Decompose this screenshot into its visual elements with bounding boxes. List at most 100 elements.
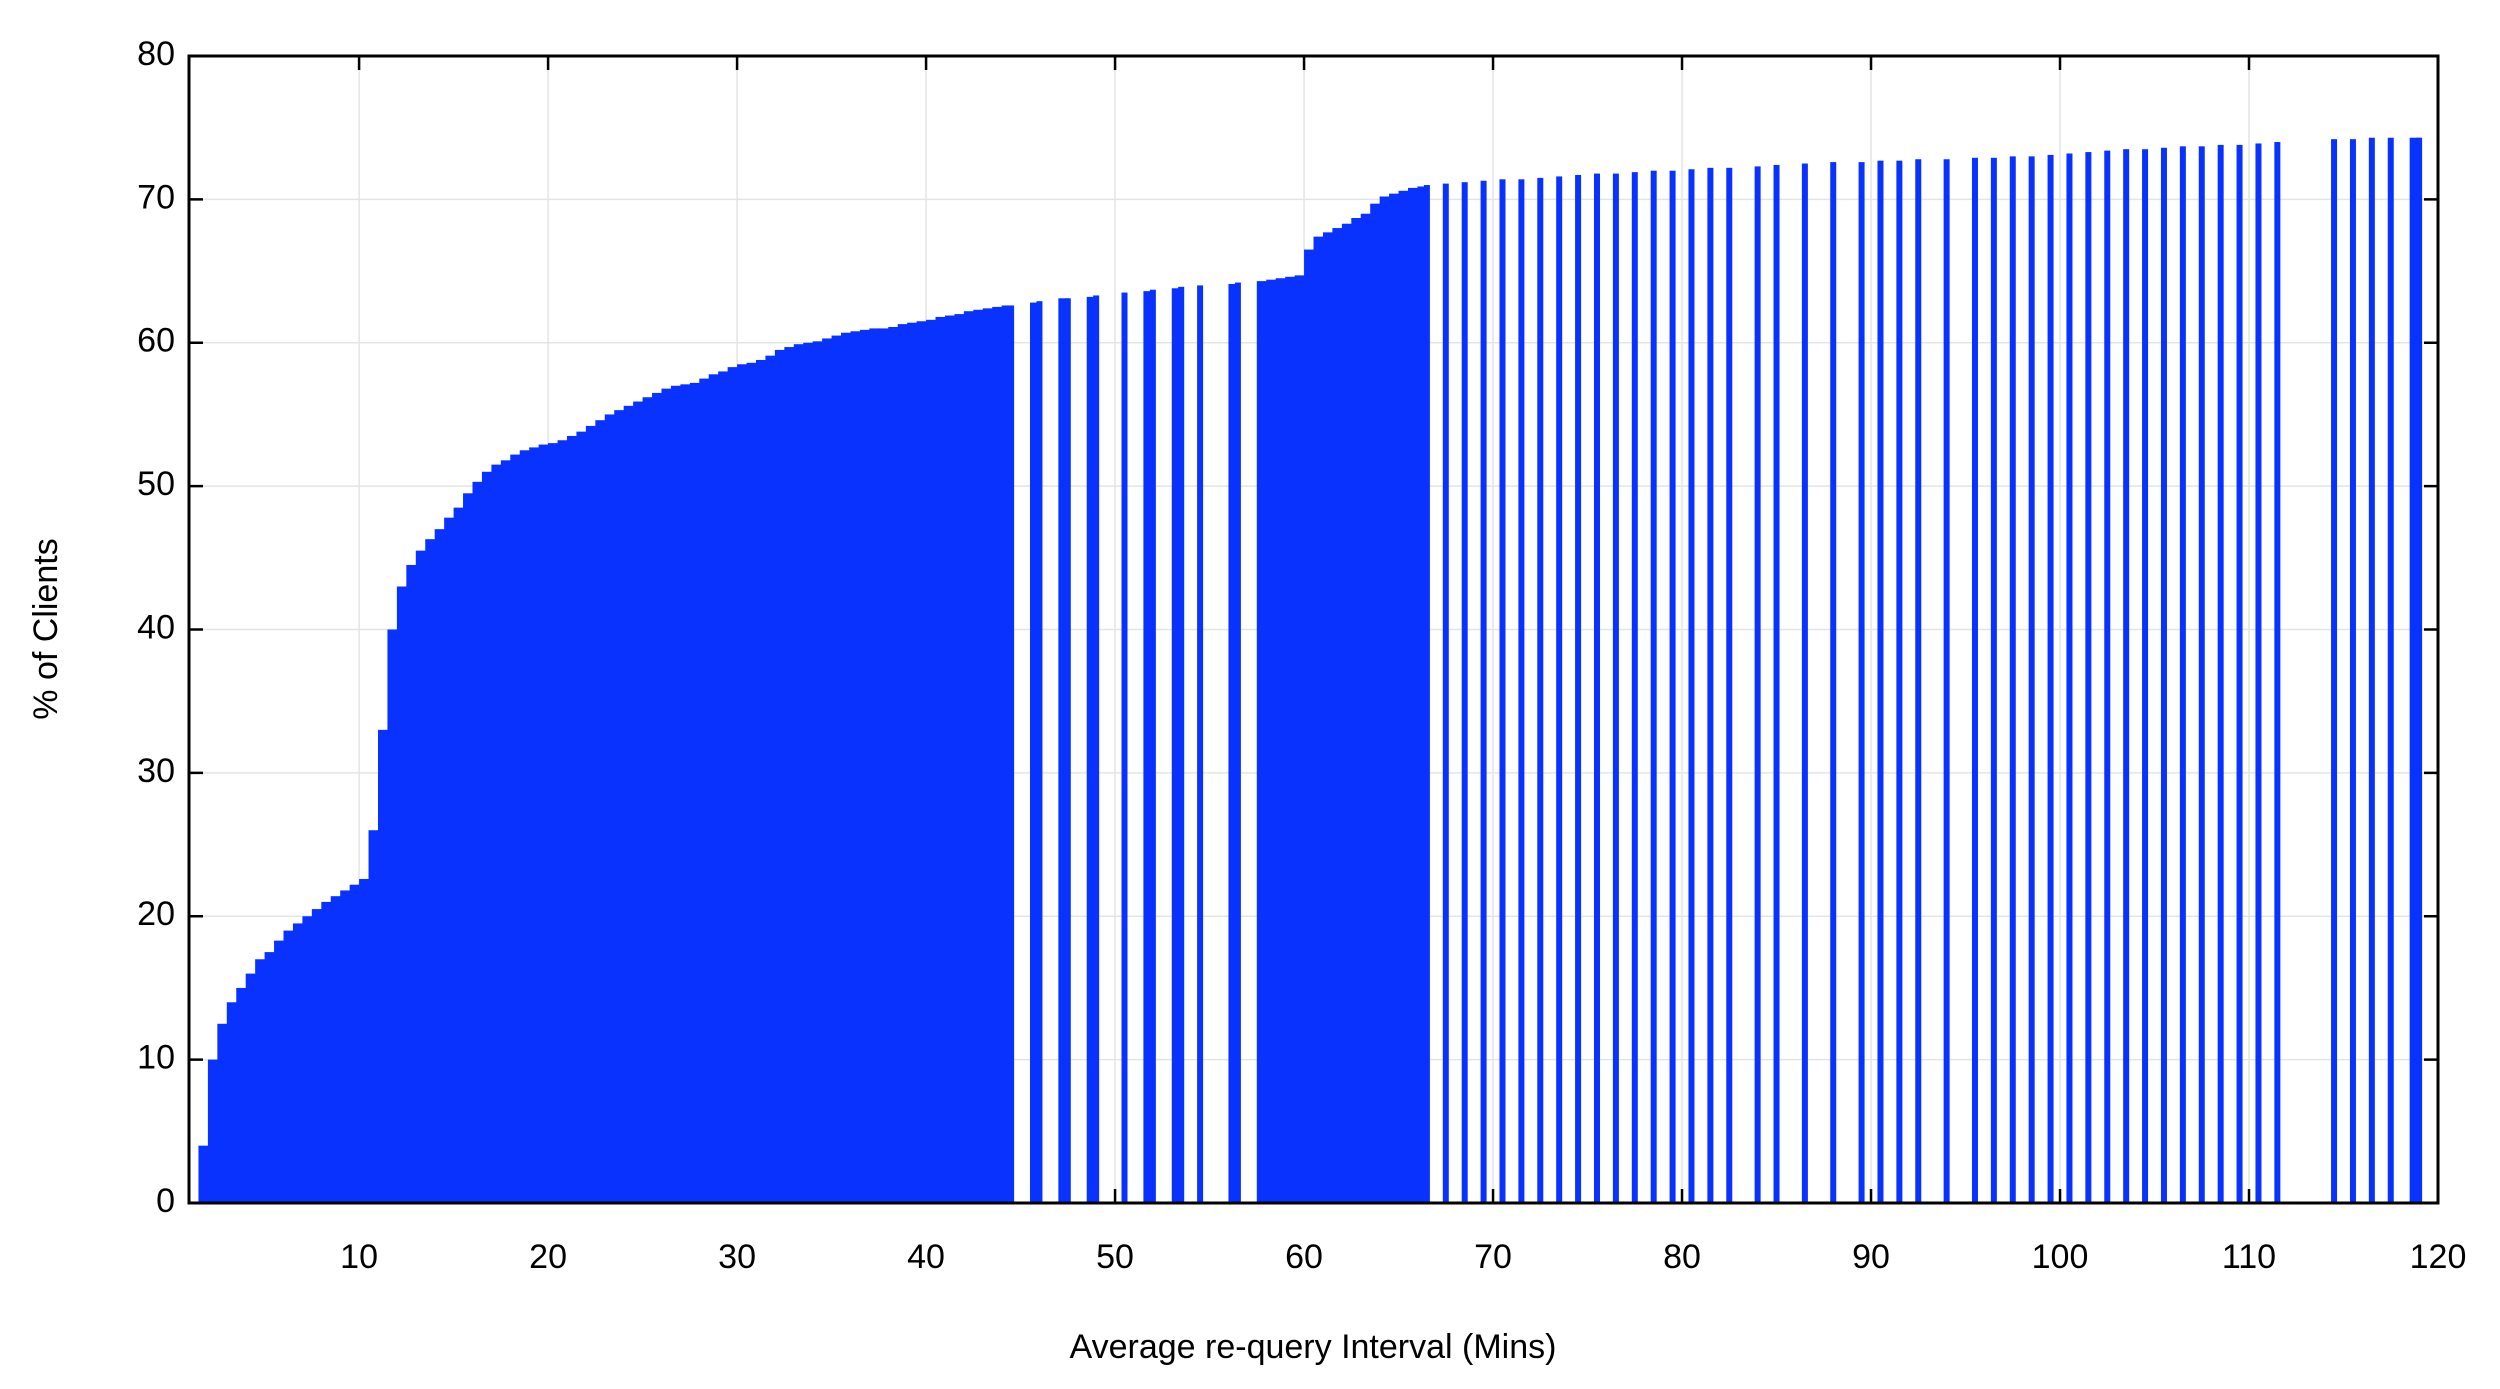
x-tick-label: 120 [2410, 1238, 2467, 1276]
impulse [330, 896, 341, 1203]
impulse [434, 529, 445, 1203]
impulse [519, 450, 530, 1203]
impulse [623, 405, 634, 1204]
impulse [217, 1023, 228, 1203]
impulse [1417, 186, 1428, 1203]
y-tick-label: 30 [137, 752, 175, 790]
impulse [1442, 183, 1449, 1203]
impulse [453, 507, 464, 1204]
impulse [595, 420, 606, 1203]
impulse [878, 328, 890, 1204]
x-tick-label: 90 [1852, 1238, 1890, 1276]
impulse [425, 539, 436, 1203]
impulse [2028, 156, 2035, 1203]
impulse [2179, 146, 2186, 1203]
impulse [396, 586, 408, 1203]
impulse [472, 481, 483, 1204]
impulse [642, 397, 653, 1203]
impulse [198, 1145, 209, 1203]
impulse [963, 311, 975, 1203]
impulse [2198, 146, 2205, 1203]
impulse [841, 332, 852, 1203]
y-tick-label: 0 [156, 1182, 175, 1220]
impulse [973, 309, 984, 1203]
x-tick-label: 10 [340, 1238, 378, 1276]
impulse [869, 328, 880, 1204]
impulse [1285, 276, 1296, 1203]
y-tick-label: 20 [137, 895, 175, 933]
impulse [1896, 160, 1903, 1203]
impulse [566, 435, 578, 1204]
impulse [633, 401, 644, 1203]
impulse [576, 431, 587, 1204]
impulse [718, 371, 729, 1203]
impulse [1858, 162, 1865, 1203]
impulse [292, 923, 304, 1203]
impulse [1093, 295, 1100, 1203]
impulse [2409, 137, 2420, 1203]
x-tick-label: 30 [718, 1238, 756, 1276]
impulse [1008, 305, 1015, 1203]
x-tick-label: 60 [1285, 1238, 1323, 1276]
impulse [708, 374, 719, 1204]
x-tick-label: 20 [529, 1238, 567, 1276]
impulse [689, 382, 701, 1203]
impulse [245, 973, 256, 1203]
impulse [415, 550, 427, 1203]
impulse [302, 916, 313, 1203]
impulse [755, 359, 767, 1204]
impulse [1537, 177, 1544, 1203]
impulse [746, 362, 757, 1203]
impulse [321, 901, 332, 1203]
impulse [2331, 139, 2338, 1204]
impulse [207, 1059, 219, 1203]
impulse [1001, 305, 1012, 1203]
impulse [1726, 167, 1733, 1203]
impulse [897, 324, 908, 1204]
y-axis-title: % of Clients [27, 538, 65, 719]
y-tick-label: 40 [137, 608, 175, 646]
impulse [2416, 137, 2423, 1203]
impulse [1036, 301, 1043, 1203]
impulse [1877, 160, 1884, 1203]
impulse [1801, 163, 1808, 1203]
impulse [255, 959, 266, 1203]
impulse [2123, 149, 2130, 1204]
x-tick-label: 40 [907, 1238, 945, 1276]
impulse [2085, 152, 2092, 1203]
impulse [2217, 144, 2224, 1204]
impulse [935, 316, 946, 1203]
impulse [1688, 169, 1695, 1204]
impulse [1389, 193, 1400, 1203]
impulse [481, 471, 493, 1204]
impulse [1379, 196, 1390, 1203]
x-tick-label: 70 [1474, 1238, 1512, 1276]
impulse [500, 460, 512, 1203]
impulse [1322, 232, 1334, 1203]
impulse [510, 454, 521, 1203]
impulse [1556, 176, 1563, 1203]
impulse [1228, 283, 1239, 1203]
impulse [2160, 147, 2167, 1203]
impulse [944, 315, 956, 1203]
impulse [784, 347, 795, 1203]
impulse [368, 830, 379, 1203]
impulse [822, 338, 833, 1204]
impulse [1754, 166, 1761, 1204]
impulse [463, 493, 474, 1203]
impulse [283, 930, 294, 1203]
impulse [859, 329, 871, 1203]
y-tick-label: 50 [137, 465, 175, 503]
impulse [1030, 302, 1041, 1204]
impulse [529, 447, 540, 1203]
impulse [888, 326, 899, 1203]
impulse [765, 355, 776, 1203]
impulse [1143, 291, 1154, 1203]
impulse [737, 364, 748, 1204]
impulse [1064, 298, 1071, 1204]
impulse [1631, 172, 1638, 1203]
impulse [557, 440, 568, 1203]
impulse [1575, 175, 1582, 1204]
x-tick-label: 100 [2032, 1238, 2089, 1276]
impulse [226, 1002, 238, 1203]
